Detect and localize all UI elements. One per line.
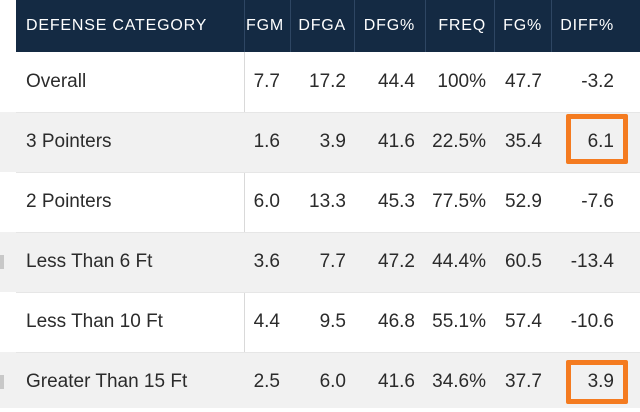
row-category: Greater Than 15 Ft [26, 371, 188, 392]
diff-highlight-box [566, 360, 628, 404]
table-row[interactable]: Less Than 6 Ft 3.6 7.7 47.2 44.4% 60.5 -… [0, 232, 640, 292]
row-diff-pct: 6.1 [587, 131, 614, 152]
row-fg-pct: 47.7 [505, 71, 542, 92]
row-category: Less Than 10 Ft [26, 311, 163, 332]
row-freq: 34.6% [432, 371, 486, 392]
table-row[interactable]: 2 Pointers 6.0 13.3 45.3 77.5% 52.9 -7.6 [0, 172, 640, 232]
row-freq: 22.5% [432, 131, 486, 152]
row-dfg-pct: 41.6 [378, 371, 415, 392]
row-fgm: 6.0 [253, 191, 280, 212]
table-row[interactable]: Greater Than 15 Ft 2.5 6.0 41.6 34.6% 37… [0, 352, 640, 408]
table-row[interactable]: Overall 7.7 17.2 44.4 100% 47.7 -3.2 [0, 52, 640, 112]
scroll-edge-marker [0, 255, 4, 269]
row-dfg-pct: 45.3 [378, 191, 415, 212]
header-defense-category[interactable]: DEFENSE CATEGORY [26, 17, 208, 34]
header-dfg-pct[interactable]: DFG% [363, 17, 415, 34]
scroll-edge-marker [0, 375, 4, 389]
header-divider [244, 0, 245, 52]
table-row[interactable]: Less Than 10 Ft 4.4 9.5 46.8 55.1% 57.4 … [0, 292, 640, 352]
header-divider [494, 0, 495, 52]
diff-highlight-box [566, 114, 628, 164]
row-dfga: 6.0 [319, 371, 346, 392]
row-divider [16, 112, 640, 113]
row-diff-pct: -3.2 [581, 71, 614, 92]
row-divider [16, 352, 640, 353]
header-divider [354, 0, 355, 52]
header-fg-pct[interactable]: FG% [503, 17, 542, 34]
row-dfg-pct: 46.8 [378, 311, 415, 332]
header-fgm[interactable]: FGM [246, 17, 284, 34]
header-diff-pct[interactable]: DIFF% [560, 17, 614, 34]
row-dfga: 7.7 [319, 251, 346, 272]
row-dfg-pct: 41.6 [378, 131, 415, 152]
row-dfga: 9.5 [319, 311, 346, 332]
row-freq: 100% [437, 71, 486, 92]
row-dfg-pct: 44.4 [378, 71, 415, 92]
row-divider [16, 172, 640, 173]
row-freq: 55.1% [432, 311, 486, 332]
row-fgm: 4.4 [253, 311, 280, 332]
row-fgm: 7.7 [253, 71, 280, 92]
row-fgm: 1.6 [253, 131, 280, 152]
row-diff-pct: -10.6 [570, 311, 614, 332]
row-fg-pct: 37.7 [505, 371, 542, 392]
row-category: 2 Pointers [26, 191, 112, 212]
header-divider [290, 0, 291, 52]
row-dfg-pct: 47.2 [378, 251, 415, 272]
header-dfga[interactable]: DFGA [298, 17, 346, 34]
row-fg-pct: 52.9 [505, 191, 542, 212]
row-diff-pct: -13.4 [570, 251, 614, 272]
row-dfga: 13.3 [309, 191, 346, 212]
row-freq: 77.5% [432, 191, 486, 212]
row-fg-pct: 35.4 [505, 131, 542, 152]
row-freq: 44.4% [432, 251, 486, 272]
row-category: Less Than 6 Ft [26, 251, 153, 272]
header-divider [551, 0, 552, 52]
row-divider [16, 232, 640, 233]
column-divider [244, 52, 245, 408]
header-divider [425, 0, 426, 52]
table-row[interactable]: 3 Pointers 1.6 3.9 41.6 22.5% 35.4 6.1 [0, 112, 640, 172]
row-dfga: 3.9 [319, 131, 346, 152]
row-fgm: 3.6 [253, 251, 280, 272]
header-freq[interactable]: FREQ [438, 17, 486, 34]
row-fgm: 2.5 [253, 371, 280, 392]
table-header: DEFENSE CATEGORY FGM DFGA DFG% FREQ FG% … [16, 0, 640, 52]
row-diff-pct: 3.9 [587, 371, 614, 392]
row-dfga: 17.2 [309, 71, 346, 92]
row-fg-pct: 57.4 [505, 311, 542, 332]
row-divider [16, 292, 640, 293]
row-fg-pct: 60.5 [505, 251, 542, 272]
row-diff-pct: -7.6 [581, 191, 614, 212]
row-category: 3 Pointers [26, 131, 112, 152]
row-category: Overall [26, 71, 87, 92]
